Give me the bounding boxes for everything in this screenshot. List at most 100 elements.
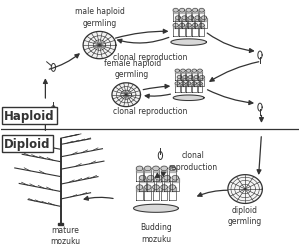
Polygon shape <box>200 76 204 79</box>
Polygon shape <box>145 185 151 190</box>
Text: male haploid
germling: male haploid germling <box>74 8 124 28</box>
Polygon shape <box>188 19 194 22</box>
Polygon shape <box>144 188 151 200</box>
Polygon shape <box>192 71 196 74</box>
Polygon shape <box>161 169 167 182</box>
Polygon shape <box>161 188 167 200</box>
Polygon shape <box>186 71 191 80</box>
Polygon shape <box>198 82 202 86</box>
Polygon shape <box>136 188 143 191</box>
Polygon shape <box>179 11 185 22</box>
Polygon shape <box>173 9 178 13</box>
Polygon shape <box>194 78 199 86</box>
Polygon shape <box>172 176 179 180</box>
Polygon shape <box>198 84 202 93</box>
Polygon shape <box>148 176 154 180</box>
Polygon shape <box>181 82 185 86</box>
Polygon shape <box>173 11 178 22</box>
Polygon shape <box>169 188 176 191</box>
Polygon shape <box>139 178 146 182</box>
Polygon shape <box>175 82 180 86</box>
Polygon shape <box>169 166 176 171</box>
Polygon shape <box>193 24 198 28</box>
Text: clonal reproduction: clonal reproduction <box>113 52 187 62</box>
Polygon shape <box>192 70 196 73</box>
Polygon shape <box>198 71 202 74</box>
Polygon shape <box>192 84 196 93</box>
Polygon shape <box>175 71 180 74</box>
Polygon shape <box>199 9 204 13</box>
Polygon shape <box>179 26 185 36</box>
Polygon shape <box>193 26 198 36</box>
Polygon shape <box>188 78 193 86</box>
Polygon shape <box>175 71 180 80</box>
Polygon shape <box>173 26 178 36</box>
Polygon shape <box>176 17 181 20</box>
Polygon shape <box>186 84 191 93</box>
Text: Haploid: Haploid <box>4 110 55 123</box>
Text: clonal reproduction: clonal reproduction <box>113 107 187 116</box>
Polygon shape <box>136 166 143 171</box>
Polygon shape <box>58 223 63 225</box>
Polygon shape <box>164 176 170 180</box>
Polygon shape <box>198 70 202 73</box>
Polygon shape <box>198 84 202 87</box>
Polygon shape <box>186 11 191 22</box>
Polygon shape <box>186 71 191 74</box>
Polygon shape <box>51 64 56 72</box>
Polygon shape <box>147 178 154 191</box>
Polygon shape <box>145 166 151 171</box>
Polygon shape <box>172 178 179 182</box>
Polygon shape <box>136 169 143 182</box>
Polygon shape <box>83 32 116 60</box>
Polygon shape <box>192 84 196 87</box>
Polygon shape <box>188 78 193 80</box>
Polygon shape <box>169 169 176 173</box>
Polygon shape <box>51 106 56 114</box>
Polygon shape <box>195 17 200 20</box>
Polygon shape <box>180 24 185 28</box>
Text: female haploid
germling: female haploid germling <box>103 58 161 79</box>
Polygon shape <box>186 70 191 73</box>
Polygon shape <box>175 70 180 73</box>
Polygon shape <box>194 78 199 80</box>
Polygon shape <box>179 26 185 29</box>
Polygon shape <box>153 185 159 190</box>
Polygon shape <box>194 76 199 79</box>
Polygon shape <box>186 11 191 14</box>
Polygon shape <box>144 188 151 191</box>
Polygon shape <box>172 178 179 191</box>
Polygon shape <box>161 169 167 173</box>
Text: Diploid: Diploid <box>4 138 51 151</box>
Polygon shape <box>173 11 178 14</box>
Polygon shape <box>182 19 187 22</box>
Polygon shape <box>169 185 176 190</box>
Polygon shape <box>156 176 162 180</box>
Polygon shape <box>186 26 191 29</box>
Polygon shape <box>186 26 191 36</box>
Polygon shape <box>193 26 198 29</box>
Polygon shape <box>153 166 159 171</box>
Polygon shape <box>199 24 204 28</box>
Polygon shape <box>192 71 196 80</box>
Polygon shape <box>186 82 191 86</box>
Polygon shape <box>186 24 191 28</box>
Polygon shape <box>153 188 159 191</box>
Polygon shape <box>188 19 194 29</box>
Polygon shape <box>182 19 187 29</box>
Polygon shape <box>200 78 204 86</box>
Polygon shape <box>181 84 185 93</box>
Polygon shape <box>181 70 185 73</box>
Polygon shape <box>180 9 185 13</box>
Polygon shape <box>201 19 207 22</box>
Polygon shape <box>173 24 178 28</box>
Polygon shape <box>181 71 185 74</box>
Polygon shape <box>161 188 167 191</box>
Polygon shape <box>192 82 196 86</box>
Polygon shape <box>181 71 185 80</box>
Polygon shape <box>188 17 194 20</box>
Polygon shape <box>199 11 204 14</box>
Polygon shape <box>175 84 180 93</box>
Polygon shape <box>164 178 170 191</box>
Polygon shape <box>173 26 178 29</box>
